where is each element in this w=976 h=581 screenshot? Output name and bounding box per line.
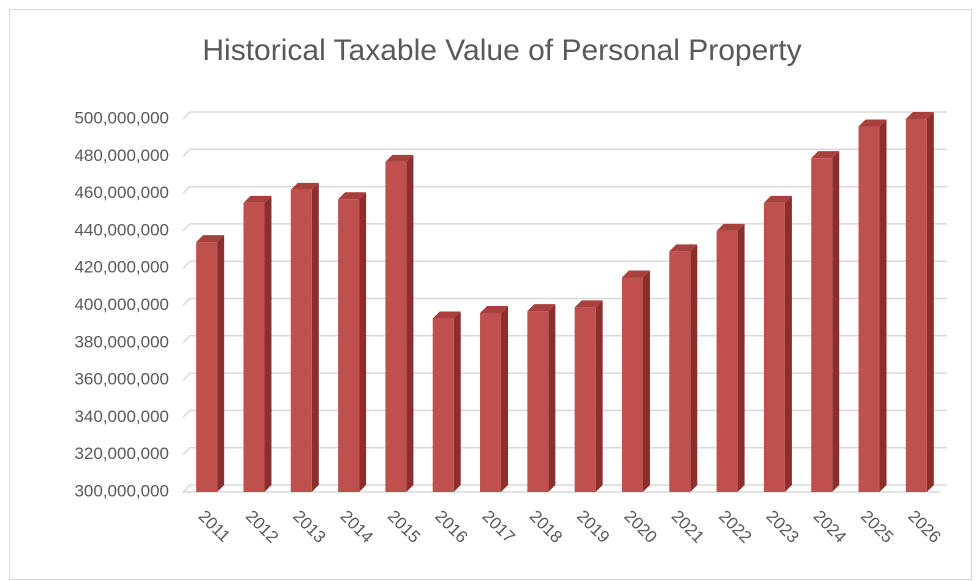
bar bbox=[385, 161, 407, 492]
bar bbox=[527, 311, 549, 492]
bar-top bbox=[385, 154, 414, 162]
bar bbox=[243, 202, 265, 493]
bar-side bbox=[832, 151, 840, 493]
bar bbox=[338, 199, 360, 492]
y-tick-label: 360,000,000 bbox=[74, 370, 169, 389]
bar bbox=[811, 158, 833, 493]
bar bbox=[763, 202, 785, 493]
bar-side bbox=[926, 112, 934, 492]
chart-title: Historical Taxable Value of Personal Pro… bbox=[202, 34, 801, 67]
bar bbox=[574, 307, 596, 492]
bar-top bbox=[716, 223, 745, 231]
bar-top bbox=[290, 182, 319, 190]
y-tick-label: 480,000,000 bbox=[74, 146, 169, 165]
bar-top bbox=[669, 244, 698, 252]
bar bbox=[858, 126, 880, 493]
y-tick-label: 340,000,000 bbox=[74, 407, 169, 426]
bar-side bbox=[737, 223, 745, 492]
bar-top bbox=[480, 305, 509, 313]
bar bbox=[196, 242, 218, 492]
bar-side bbox=[548, 304, 556, 492]
bar-side bbox=[595, 300, 603, 492]
bar-side bbox=[406, 154, 414, 492]
bar bbox=[432, 318, 454, 492]
bar-side bbox=[359, 192, 367, 492]
grid-line bbox=[182, 223, 947, 232]
bar-top bbox=[811, 151, 840, 159]
bar-side bbox=[784, 195, 792, 493]
grid-line bbox=[182, 185, 947, 195]
bar bbox=[480, 312, 502, 492]
bar-top bbox=[527, 304, 556, 312]
bar-side bbox=[690, 244, 698, 492]
y-tick-label: 400,000,000 bbox=[74, 295, 169, 314]
bar-top bbox=[621, 270, 650, 278]
bar-top bbox=[243, 195, 272, 203]
bar bbox=[621, 277, 643, 492]
bar-side bbox=[217, 235, 225, 492]
bar-side bbox=[311, 182, 319, 492]
bar bbox=[669, 251, 691, 492]
bar-top bbox=[574, 300, 603, 308]
bar-side bbox=[501, 305, 509, 492]
bar-side bbox=[453, 311, 461, 492]
bar-top bbox=[858, 119, 887, 127]
bar-side bbox=[642, 270, 650, 492]
bar-top bbox=[196, 235, 225, 243]
grid-line bbox=[182, 148, 947, 157]
y-tick-label: 420,000,000 bbox=[74, 258, 169, 277]
y-tick-label: 320,000,000 bbox=[74, 444, 169, 463]
bar-top bbox=[763, 195, 792, 203]
y-tick-label: 460,000,000 bbox=[74, 183, 169, 202]
bar-top bbox=[338, 192, 367, 200]
bar-side bbox=[879, 119, 887, 493]
y-tick-label: 500,000,000 bbox=[74, 108, 169, 127]
bar bbox=[290, 189, 312, 492]
grid-line bbox=[182, 111, 947, 120]
bar-side bbox=[264, 195, 272, 493]
y-tick-label: 300,000,000 bbox=[74, 481, 169, 500]
y-tick-label: 440,000,000 bbox=[74, 220, 169, 239]
bar-top bbox=[905, 112, 934, 119]
bar-top bbox=[432, 311, 461, 319]
bar bbox=[905, 119, 927, 492]
y-tick-label: 380,000,000 bbox=[74, 332, 169, 351]
bar bbox=[716, 230, 738, 492]
